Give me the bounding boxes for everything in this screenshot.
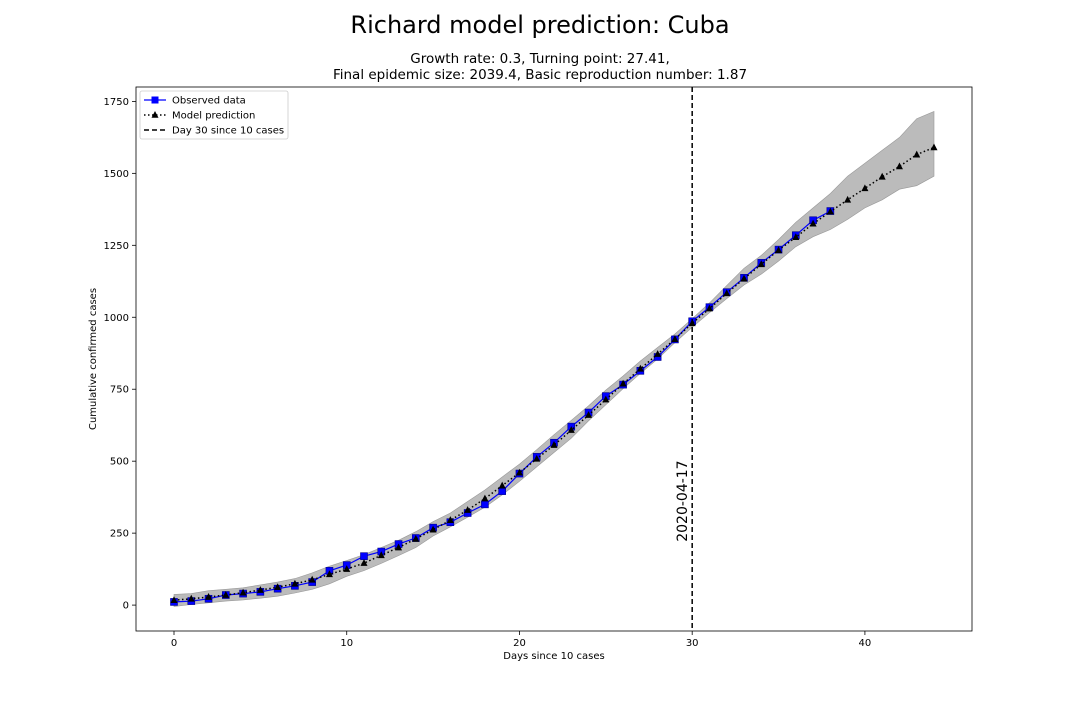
observed-line bbox=[173, 210, 831, 603]
x-axis-label: Days since 10 cases bbox=[503, 651, 604, 662]
model-point bbox=[256, 586, 264, 593]
model-point bbox=[395, 543, 403, 551]
model-point bbox=[325, 570, 333, 578]
y-tick-label: 1000 bbox=[104, 313, 129, 324]
model-point bbox=[170, 596, 178, 604]
model-point bbox=[861, 184, 869, 192]
legend-label: Day 30 since 10 cases bbox=[172, 126, 284, 137]
model-point bbox=[792, 233, 800, 241]
observed-point bbox=[360, 552, 368, 560]
model-point bbox=[343, 565, 351, 572]
x-tick-label: 10 bbox=[340, 638, 353, 649]
model-point bbox=[826, 207, 834, 215]
model-point bbox=[187, 594, 195, 602]
chart-subtitle: Growth rate: 0.3, Turning point: 27.41, … bbox=[0, 51, 1080, 83]
x-tick-label: 20 bbox=[513, 638, 526, 649]
plot-frame bbox=[135, 86, 973, 632]
y-tick-label: 1250 bbox=[104, 241, 129, 252]
model-point bbox=[498, 481, 506, 489]
legend-label: Observed data bbox=[172, 96, 246, 107]
model-point bbox=[654, 350, 662, 357]
chart-title: Richard model prediction: Cuba bbox=[350, 11, 730, 39]
legend-observed-marker bbox=[151, 96, 159, 104]
x-tick-label: 40 bbox=[859, 638, 872, 649]
y-tick-label: 250 bbox=[110, 529, 129, 540]
model-point bbox=[533, 454, 541, 462]
model-point bbox=[757, 260, 765, 268]
y-tick-label: 500 bbox=[110, 457, 129, 468]
model-point bbox=[515, 468, 523, 476]
model-point bbox=[878, 172, 886, 180]
legend-box bbox=[139, 90, 289, 140]
model-point bbox=[205, 593, 213, 600]
model-point bbox=[446, 516, 454, 523]
model-point bbox=[619, 379, 627, 387]
model-point bbox=[585, 411, 593, 418]
y-tick-label: 750 bbox=[110, 385, 129, 396]
y-axis-label: Cumulative confirmed cases bbox=[88, 288, 99, 430]
x-tick-label: 30 bbox=[686, 638, 699, 649]
model-point bbox=[412, 534, 420, 542]
model-point bbox=[360, 559, 368, 566]
y-tick-label: 1500 bbox=[104, 169, 129, 180]
legend-label: Model prediction bbox=[172, 111, 255, 122]
model-point bbox=[429, 525, 437, 533]
vline-date-label: 2020-04-17 bbox=[675, 460, 691, 541]
model-point bbox=[239, 588, 247, 596]
subtitle-line-1: Growth rate: 0.3, Turning point: 27.41, bbox=[410, 51, 670, 67]
model-point bbox=[274, 583, 282, 591]
model-point bbox=[723, 289, 731, 297]
model-point bbox=[809, 219, 817, 227]
observed-point bbox=[481, 500, 489, 509]
model-point bbox=[636, 364, 644, 372]
x-tick-label: 0 bbox=[171, 638, 177, 649]
observed-point bbox=[498, 487, 506, 495]
model-point bbox=[740, 274, 748, 282]
model-line bbox=[173, 146, 935, 601]
model-point bbox=[377, 551, 385, 559]
model-point bbox=[567, 426, 575, 433]
legend: Observed data Model prediction Day 30 sinc… bbox=[139, 90, 289, 140]
y-tick-label: 1750 bbox=[104, 97, 129, 108]
model-point bbox=[464, 506, 472, 513]
model-point bbox=[222, 591, 230, 598]
model-point bbox=[308, 575, 316, 583]
subtitle-line-2: Final epidemic size: 2039.4, Basic repro… bbox=[332, 67, 748, 83]
model-point bbox=[291, 579, 299, 587]
legend-model-marker bbox=[151, 111, 159, 118]
model-point bbox=[550, 441, 558, 448]
model-point bbox=[671, 335, 679, 342]
model-point bbox=[602, 395, 610, 403]
model-point bbox=[844, 195, 852, 203]
y-tick-label: 0 bbox=[123, 601, 129, 612]
model-point bbox=[913, 150, 921, 158]
model-point bbox=[705, 304, 713, 312]
model-point bbox=[775, 246, 783, 253]
model-point bbox=[481, 494, 489, 502]
model-point bbox=[895, 162, 903, 170]
confidence-band bbox=[173, 111, 935, 607]
model-point bbox=[930, 143, 938, 151]
